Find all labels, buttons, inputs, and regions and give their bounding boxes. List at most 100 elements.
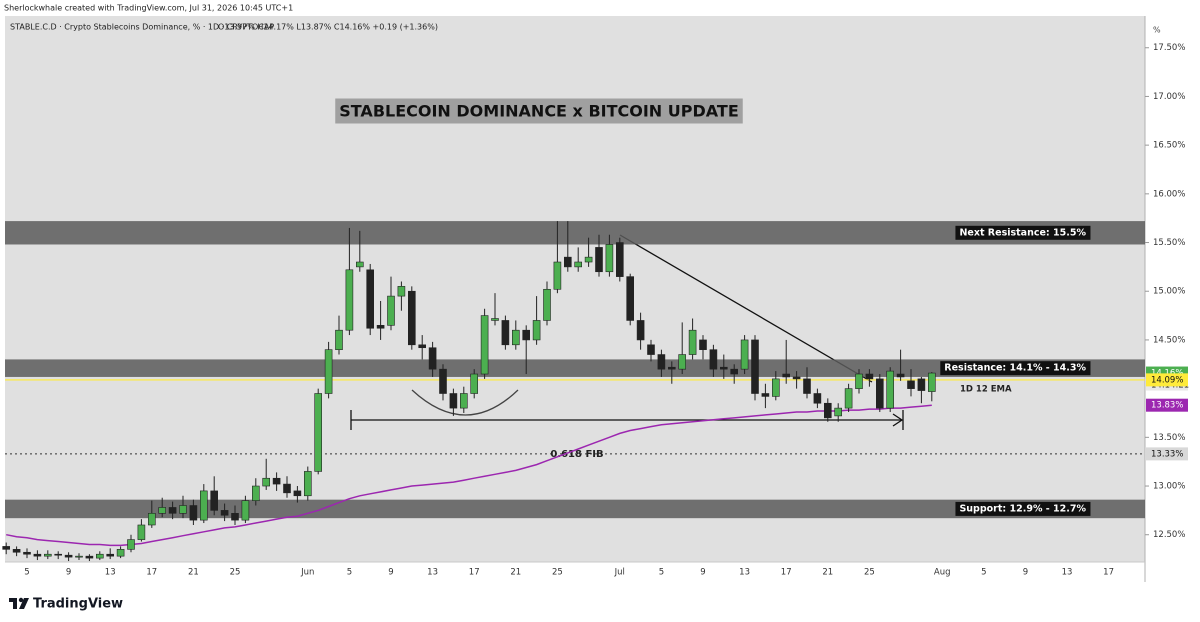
candle-body bbox=[771, 378, 780, 397]
candle-body bbox=[459, 393, 468, 409]
candle-body bbox=[43, 553, 52, 557]
zone-label: Resistance: 14.1% - 14.3% bbox=[944, 363, 1086, 374]
x-tick-label: 25 bbox=[864, 568, 875, 578]
candle-body bbox=[584, 256, 593, 263]
x-tick-label: Jul bbox=[614, 568, 625, 578]
y-tick-label: 14.50% bbox=[1153, 335, 1185, 345]
candle-body bbox=[12, 549, 21, 553]
x-tick-label: Jun bbox=[300, 568, 314, 578]
candle-body bbox=[563, 256, 572, 268]
candle-body bbox=[636, 320, 645, 341]
candle-body bbox=[210, 490, 218, 511]
y-tick-label: 13.50% bbox=[1153, 433, 1185, 443]
candle-body bbox=[917, 378, 926, 391]
candle-body bbox=[491, 318, 499, 321]
candle-body bbox=[283, 483, 291, 494]
x-tick-label: 13 bbox=[427, 568, 438, 578]
x-tick-label: 9 bbox=[700, 568, 705, 578]
candle-body bbox=[158, 507, 166, 514]
price-label-bg bbox=[1146, 447, 1188, 461]
x-tick-label: 13 bbox=[105, 568, 116, 578]
candle-body bbox=[85, 555, 94, 559]
candle-body bbox=[709, 349, 718, 370]
candle-body bbox=[189, 505, 198, 521]
candle-body bbox=[54, 553, 63, 556]
title-bg bbox=[335, 98, 743, 124]
x-tick-label: 17 bbox=[146, 568, 157, 578]
x-tick-label: 21 bbox=[822, 568, 833, 578]
candle-body bbox=[439, 368, 447, 394]
candle-body bbox=[241, 500, 250, 521]
symbol: STABLE.C.D · Crypto Stablecoins Dominanc… bbox=[10, 23, 274, 32]
cup-arc bbox=[411, 389, 519, 416]
candle-body bbox=[324, 349, 333, 394]
candle-body bbox=[428, 347, 437, 370]
zone-label-bg bbox=[955, 501, 1091, 516]
zone bbox=[5, 359, 1145, 377]
logo bbox=[9, 597, 29, 609]
candle-body bbox=[875, 378, 884, 409]
candle-body bbox=[303, 471, 312, 497]
candle-body bbox=[168, 507, 177, 514]
candle-body bbox=[407, 290, 416, 346]
candle-body bbox=[397, 286, 406, 297]
x-tick-label: 25 bbox=[230, 568, 241, 578]
candle-body bbox=[844, 388, 853, 409]
candle-body bbox=[719, 366, 728, 370]
y-tick-label: 17.00% bbox=[1153, 92, 1185, 102]
candle-body bbox=[335, 329, 343, 350]
candle-body bbox=[647, 344, 655, 355]
candle-body bbox=[293, 490, 302, 497]
x-tick-label: 13 bbox=[1062, 568, 1073, 578]
trendline bbox=[619, 234, 873, 383]
zone-label: Next Resistance: 15.5% bbox=[959, 227, 1086, 238]
candle-body bbox=[220, 510, 229, 516]
candle-body bbox=[470, 373, 479, 394]
candle-body bbox=[751, 339, 759, 394]
plot-area bbox=[5, 16, 1145, 562]
ema-line bbox=[6, 404, 932, 547]
candle-body bbox=[96, 553, 104, 559]
candle-body bbox=[688, 329, 697, 355]
candle-body bbox=[137, 524, 146, 540]
y-tick-label: 16.50% bbox=[1153, 141, 1185, 151]
candle-body bbox=[75, 555, 83, 558]
zone-label: Support: 12.9% - 12.7% bbox=[959, 503, 1086, 514]
candle-body bbox=[543, 288, 551, 321]
x-tick-label: 17 bbox=[781, 568, 792, 578]
x-tick-label: 17 bbox=[469, 568, 480, 578]
candle-body bbox=[387, 295, 395, 326]
footer: TradingView bbox=[33, 597, 123, 612]
candle-body bbox=[553, 261, 562, 290]
candle-body bbox=[761, 393, 770, 397]
candle-body bbox=[740, 339, 749, 370]
candle-body bbox=[449, 393, 458, 409]
zone-label-bg bbox=[940, 361, 1091, 376]
candle-body bbox=[907, 380, 915, 389]
y-tick-label: 13.00% bbox=[1153, 482, 1185, 492]
candle-body bbox=[252, 485, 260, 501]
ohlc: O13.97% H14.17% L13.87% C14.16% +0.19 (+… bbox=[218, 23, 438, 32]
x-tick-label: 9 bbox=[66, 568, 71, 578]
candle-body bbox=[730, 368, 739, 375]
candle-body bbox=[511, 329, 520, 346]
candle-body bbox=[865, 373, 874, 380]
candle-body bbox=[782, 373, 791, 378]
title: STABLECOIN DOMINANCE x BITCOIN UPDATE bbox=[339, 102, 739, 121]
candle-body bbox=[896, 373, 905, 378]
candle-body bbox=[64, 554, 73, 558]
header: Sherlockwhale created with TradingView.c… bbox=[4, 4, 293, 13]
candle-body bbox=[626, 276, 635, 321]
candle-body bbox=[262, 477, 271, 487]
candle-body bbox=[886, 370, 895, 409]
candle-body bbox=[2, 546, 11, 550]
candle-body bbox=[376, 325, 385, 329]
candle-body bbox=[355, 261, 364, 268]
arrow-head bbox=[892, 413, 904, 427]
candle-body bbox=[366, 269, 375, 329]
candle-body bbox=[345, 269, 354, 331]
candle-body bbox=[231, 513, 239, 521]
fib-label: 0.618 FIB bbox=[550, 449, 603, 460]
candle-body bbox=[532, 320, 541, 341]
